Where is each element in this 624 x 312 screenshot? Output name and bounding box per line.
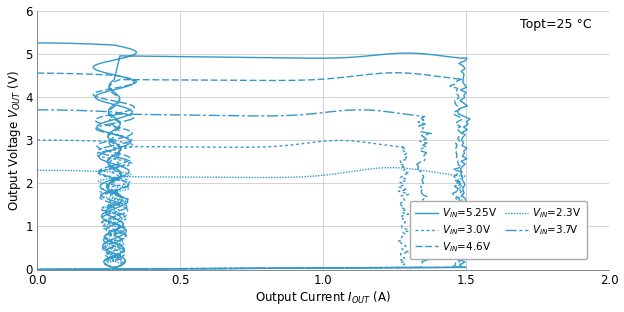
Y-axis label: Output Voltage $\mathit{V}_{OUT}$ (V): Output Voltage $\mathit{V}_{OUT}$ (V) (6, 70, 22, 211)
Legend: $V_{IN}$=5.25V, $V_{IN}$=3.0V, $V_{IN}$=4.6V, $V_{IN}$=2.3V, $V_{IN}$=3.7V: $V_{IN}$=5.25V, $V_{IN}$=3.0V, $V_{IN}$=… (409, 201, 587, 259)
Text: Topt=25 °C: Topt=25 °C (520, 18, 592, 31)
X-axis label: Output Current $\mathit{I}_{OUT}$ (A): Output Current $\mathit{I}_{OUT}$ (A) (255, 290, 391, 306)
